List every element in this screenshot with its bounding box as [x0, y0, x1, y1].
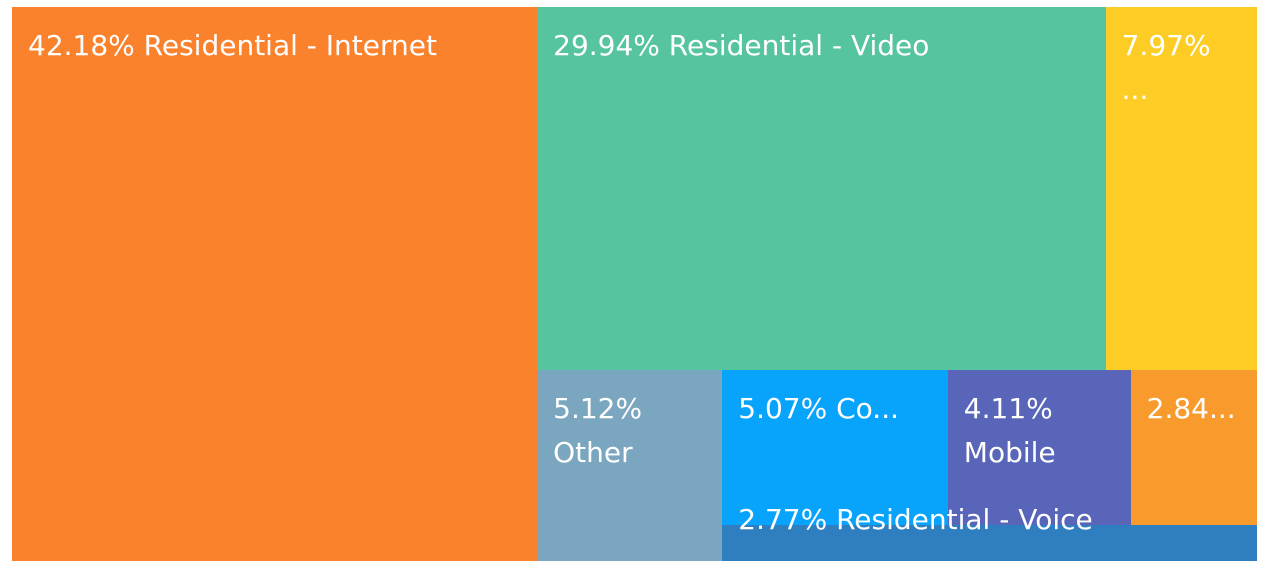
treemap-cell	[722, 370, 948, 526]
treemap-cell	[722, 525, 1257, 561]
treemap-cell	[537, 7, 1106, 371]
treemap-cell	[537, 370, 723, 561]
treemap-cell	[947, 370, 1131, 526]
treemap-cell	[1105, 7, 1257, 371]
cell-label: 4.11% Mobile	[963, 392, 1056, 470]
cell-label: 5.07% Co...	[738, 392, 899, 426]
cell-label: 7.97% ...	[1121, 29, 1211, 106]
cell-label: 5.12% Other	[553, 392, 643, 470]
cell-label: 42.18% Residential - Internet	[28, 29, 437, 62]
treemap-cell	[1130, 370, 1257, 526]
cell-label: 2.77% Residential - Voice	[738, 503, 1093, 536]
cell-label: 29.94% Residential - Video	[553, 29, 930, 62]
cell-label: 2.84...	[1146, 392, 1236, 426]
treemap-cell	[12, 7, 538, 561]
